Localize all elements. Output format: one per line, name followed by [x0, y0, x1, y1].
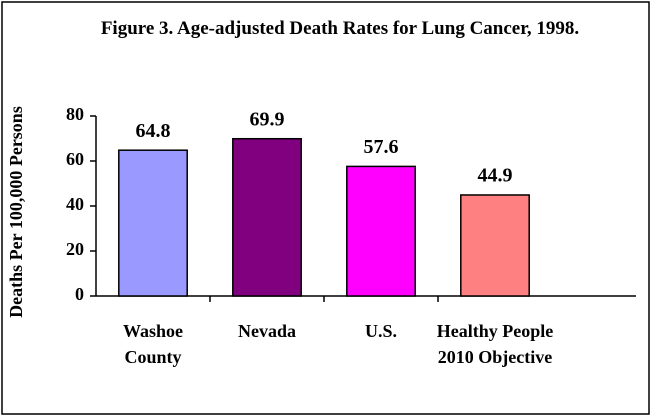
x-tick-label: Healthy People 2010 Objective	[436, 321, 554, 367]
y-tick-label: 20	[66, 239, 84, 259]
value-label: 69.9	[250, 108, 285, 130]
bar	[118, 149, 188, 297]
y-tick-label: 80	[66, 104, 84, 124]
y-axis-label: Deaths Per 100,000 Persons	[6, 106, 26, 318]
bar	[346, 165, 416, 297]
bar	[460, 194, 530, 297]
chart-title: Figure 3. Age-adjusted Death Rates for L…	[100, 18, 580, 39]
x-tick-label: Washoe County	[122, 321, 183, 367]
value-label: 64.8	[136, 120, 171, 142]
value-label: 57.6	[364, 136, 399, 158]
x-tick-label: U.S.	[364, 321, 397, 341]
y-tick-label: 40	[66, 194, 84, 214]
x-tick-label: Nevada	[238, 321, 296, 341]
value-label: 44.9	[478, 165, 513, 187]
y-tick-label: 60	[66, 149, 84, 169]
bar	[232, 137, 302, 297]
y-tick-label: 0	[75, 284, 84, 304]
